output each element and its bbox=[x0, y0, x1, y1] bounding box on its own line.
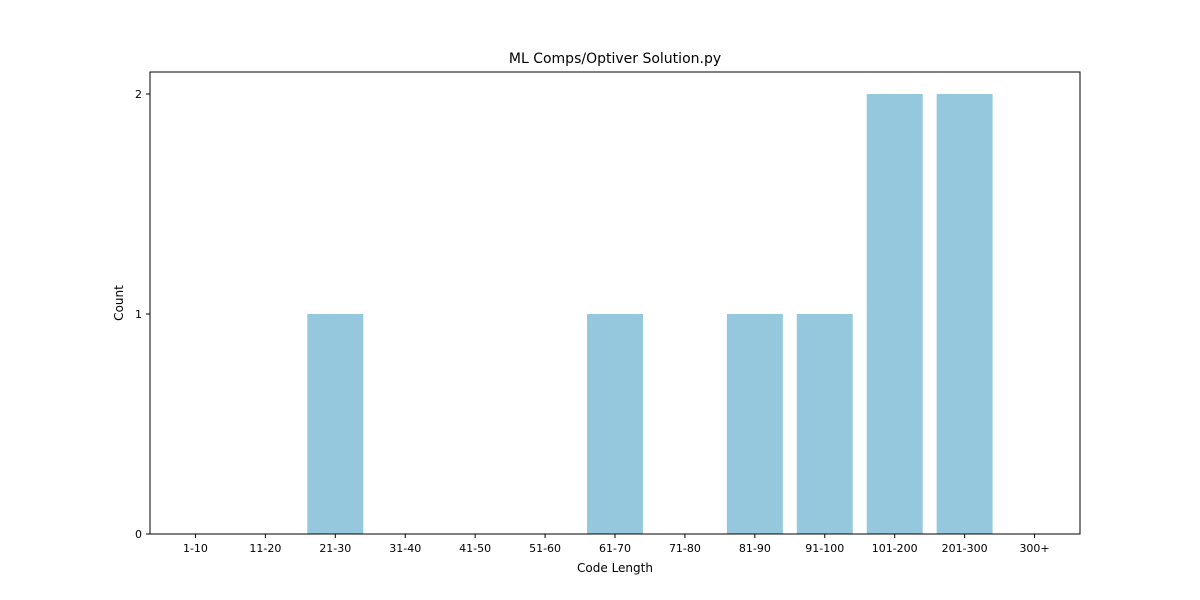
x-axis-ticks: 1-10 11-20 21-30 31-40 41-50 51-60 61-70 71-80 8… bbox=[183, 534, 1050, 555]
x-tick-label: 41-50 bbox=[459, 542, 491, 555]
bar-21-30 bbox=[307, 314, 364, 534]
bar-61-70 bbox=[587, 314, 643, 534]
x-tick-label: 300+ bbox=[1019, 542, 1049, 555]
bar-81-90 bbox=[726, 314, 783, 534]
bar-101-200 bbox=[866, 94, 923, 534]
bar-201-300 bbox=[936, 94, 993, 534]
x-tick-label: 1-10 bbox=[183, 542, 208, 555]
x-tick-label: 61-70 bbox=[599, 542, 631, 555]
x-axis-label: Code Length bbox=[577, 561, 653, 575]
y-axis-ticks: 0 1 2 bbox=[135, 88, 150, 541]
x-tick-label: 71-80 bbox=[669, 542, 701, 555]
x-tick-label: 21-30 bbox=[319, 542, 351, 555]
bars-group bbox=[307, 94, 993, 534]
y-tick-label: 1 bbox=[135, 308, 142, 321]
y-tick-label: 2 bbox=[135, 88, 142, 101]
x-tick-label: 101-200 bbox=[872, 542, 918, 555]
x-tick-label: 31-40 bbox=[389, 542, 421, 555]
y-tick-label: 0 bbox=[135, 528, 142, 541]
x-tick-label: 91-100 bbox=[805, 542, 844, 555]
y-axis-label: Count bbox=[112, 285, 126, 321]
x-tick-label: 201-300 bbox=[942, 542, 988, 555]
bar-91-100 bbox=[796, 314, 853, 534]
x-tick-label: 51-60 bbox=[529, 542, 561, 555]
x-tick-label: 11-20 bbox=[249, 542, 281, 555]
chart-title: ML Comps/Optiver Solution.py bbox=[509, 51, 721, 67]
x-tick-label: 81-90 bbox=[739, 542, 771, 555]
